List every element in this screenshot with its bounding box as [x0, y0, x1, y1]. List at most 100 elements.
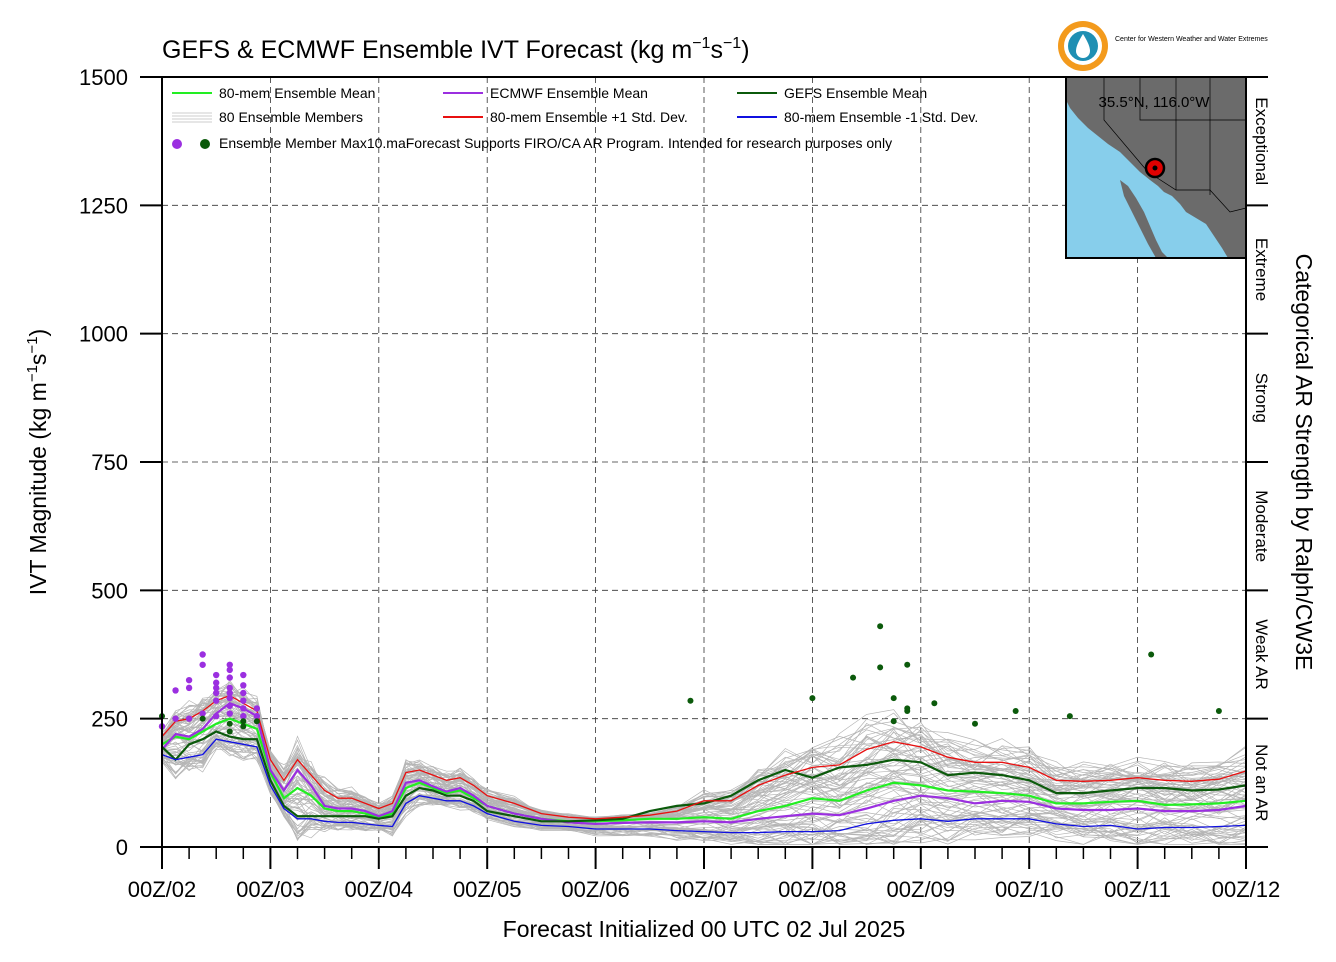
gefs-max-point	[972, 720, 978, 727]
ecmwf-max-point	[226, 689, 233, 697]
gefs-max-point	[687, 697, 694, 704]
ecmwf-max-point	[213, 679, 220, 686]
ensemble-member-line	[161, 690, 1247, 819]
gefs-max-point	[877, 664, 884, 671]
inset-map-label: 35.5°N, 116.0°W	[1099, 94, 1211, 111]
y-tick-label: 250	[91, 707, 128, 732]
right-axis-title: Categorical AR Strength by Ralph/CW3E	[1291, 254, 1317, 671]
ecmwf-max-point	[253, 705, 261, 712]
x-tick-label: 00Z/06	[561, 877, 630, 902]
series-line	[161, 702, 1247, 826]
x-axis: 00Z/02 00Z/03 00Z/04 00Z/05 00Z/06 00Z/07 00Z/…	[128, 847, 1281, 902]
y-tick-label: 1250	[79, 193, 128, 218]
ecmwf-max-point	[185, 715, 193, 722]
inset-map: 35.5°N, 116.0°W	[1065, 76, 1247, 259]
gefs-max-point	[1215, 707, 1222, 714]
ensemble-member-line	[161, 694, 1247, 818]
x-tick-label: 00Z/05	[453, 877, 522, 902]
gefs-max-point	[240, 718, 247, 725]
gefs-max-point	[253, 718, 260, 725]
gefs-max-point	[1066, 713, 1073, 720]
gefs-max-point	[240, 723, 247, 730]
y-tick-label: 500	[91, 578, 128, 603]
y-axis: 0 250 500 750 1000 1250 1500	[79, 65, 162, 860]
legend-label-plus-std: 80-mem Ensemble +1 Std. Dev.	[490, 109, 688, 125]
series-line	[161, 730, 1247, 823]
series-lines	[161, 694, 1247, 834]
gefs-max-point	[877, 623, 884, 630]
ecmwf-max-point	[226, 661, 233, 668]
ecmwf-max-point	[240, 712, 247, 720]
gefs-max-point	[904, 705, 911, 712]
series-line	[161, 738, 1247, 834]
x-tick-label: 00Z/04	[345, 877, 414, 902]
ar-category-axis: Not an AR Weak AR Moderate Strong Extreme Exc…	[1246, 76, 1271, 848]
ecmwf-max-point	[213, 697, 220, 704]
ecmwf-max-point	[226, 710, 233, 717]
ecmwf-max-point	[226, 666, 233, 674]
gefs-max-point	[199, 715, 206, 722]
ecmwf-max-point	[213, 671, 220, 679]
ecmwf-max-point	[172, 715, 179, 722]
ecmwf-max-point	[213, 684, 220, 692]
ecmwf-max-point	[240, 697, 247, 704]
x-tick-label: 00Z/02	[128, 877, 197, 902]
gridlines	[162, 77, 1246, 847]
x-tick-label: 00Z/08	[778, 877, 847, 902]
x-tick-label: 00Z/07	[670, 877, 739, 902]
ecmwf-max-point	[172, 687, 179, 694]
chart-title: GEFS & ECMWF Ensemble IVT Forecast (kg m…	[162, 35, 750, 64]
x-tick-label: 00Z/12	[1212, 877, 1281, 902]
ecmwf-max-point	[185, 676, 193, 684]
gefs-max-point	[226, 720, 233, 727]
ecmwf-max-point	[199, 651, 206, 658]
y-tick-label: 750	[91, 450, 128, 475]
ecmwf-max-point	[213, 689, 220, 697]
ecmwf-max-point	[199, 710, 206, 717]
cw3e-logo: Center for Western Weather and Water Ext…	[1058, 21, 1268, 71]
category-label: Strong	[1252, 373, 1271, 423]
ecmwf-max-point	[240, 689, 247, 697]
gefs-max-point	[226, 728, 233, 735]
gefs-max-point	[890, 718, 897, 725]
legend-label-member-max: Ensemble Member Max10.maForecast Support…	[219, 135, 892, 151]
ecmwf-max-point	[226, 702, 233, 710]
legend-label-ecmwf-mean: ECMWF Ensemble Mean	[490, 85, 648, 101]
legend-label-ens-mean: 80-mem Ensemble Mean	[219, 85, 375, 101]
ensemble-member-line	[161, 692, 1247, 819]
ecmwf-max-point	[213, 712, 220, 720]
ensemble-member-line	[161, 745, 1247, 845]
category-label: Exceptional	[1252, 97, 1271, 185]
x-tick-label: 00Z/03	[236, 877, 305, 902]
gefs-max-point	[904, 661, 911, 668]
legend-label-minus-std: 80-mem Ensemble -1 Std. Dev.	[784, 109, 978, 125]
legend: 80-mem Ensemble Mean ECMWF Ensemble Mean…	[172, 85, 978, 151]
x-tick-label: 00Z/10	[995, 877, 1064, 902]
ensemble-member-line	[161, 697, 1247, 821]
category-label: Moderate	[1252, 490, 1271, 562]
gefs-max-point	[850, 674, 857, 681]
ecmwf-max-point	[226, 684, 233, 692]
category-label: Extreme	[1252, 238, 1271, 301]
ensemble-member-line	[161, 698, 1247, 821]
ecmwf-max-point	[199, 661, 206, 668]
logo-text: Center for Western Weather and Water Ext…	[1115, 36, 1268, 43]
y-tick-label: 1500	[79, 65, 128, 90]
gefs-max-point	[1148, 651, 1155, 658]
legend-label-gefs-mean: GEFS Ensemble Mean	[784, 85, 927, 101]
gefs-max-point	[1012, 707, 1019, 714]
y-axis-title: IVT Magnitude (kg m−1s−1)	[24, 329, 51, 595]
x-tick-label: 00Z/11	[1104, 877, 1171, 902]
gefs-max-point	[890, 695, 897, 702]
ecmwf-max-point	[185, 684, 193, 692]
y-tick-label: 1000	[79, 322, 128, 347]
ecmwf-max-point	[240, 682, 247, 689]
ensemble-max-points	[158, 623, 1222, 735]
ecmwf-max-point	[240, 705, 247, 712]
gefs-max-point	[931, 700, 938, 707]
y-tick-label: 0	[116, 835, 128, 860]
ecmwf-max-point	[226, 674, 233, 681]
ecmwf-max-point	[253, 712, 261, 720]
ecmwf-max-point	[226, 694, 233, 702]
